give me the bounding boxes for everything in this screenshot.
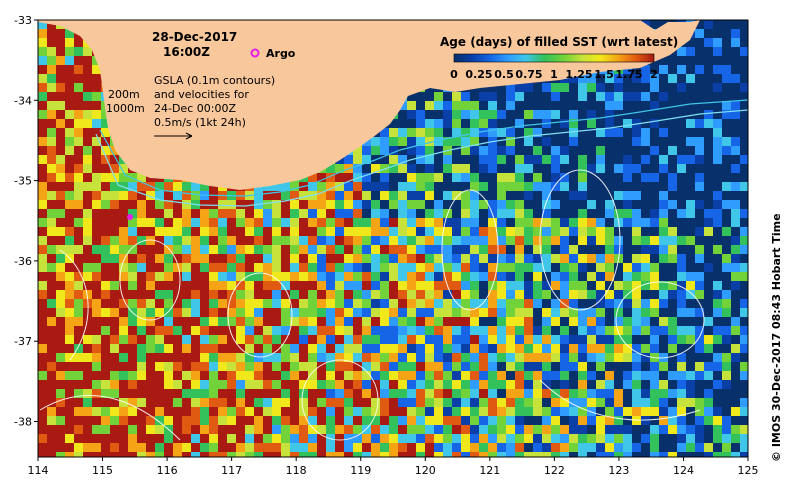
x-tick-label: 114 <box>28 464 49 477</box>
x-tick-label: 119 <box>350 464 371 477</box>
argo-marker-icon <box>250 48 260 58</box>
colorbar-tick-label: 1.25 <box>565 68 592 81</box>
argo-float-icon <box>127 214 133 220</box>
land-area <box>38 20 748 190</box>
plot-frame <box>37 19 749 458</box>
y-tick-label: -38 <box>14 416 32 429</box>
gsla-line-4: 0.5m/s (1kt 24h) <box>154 116 246 129</box>
colorbar-tick-label: 1 <box>550 68 558 81</box>
colorbar-tick-label: 2 <box>650 68 658 81</box>
y-axis: -33 -34 -35 -36 -37 -38 <box>14 14 38 429</box>
x-tick-label: 122 <box>544 464 565 477</box>
gsla-line-1: GSLA (0.1m contours) <box>154 74 275 87</box>
isobath-200m-label: 200m <box>108 88 140 101</box>
colorbar-gradient <box>453 53 655 63</box>
x-tick-label: 124 <box>673 464 694 477</box>
gsla-line-2: and velocities for <box>154 88 249 101</box>
y-tick-label: -37 <box>14 335 32 348</box>
isobath-1000m <box>95 109 748 207</box>
x-tick-label: 116 <box>157 464 178 477</box>
x-tick-label: 115 <box>92 464 113 477</box>
colorbar-title: Age (days) of filled SST (wrt latest) <box>440 35 678 49</box>
y-tick-label: -35 <box>14 175 32 188</box>
colorbar-tick-label: 1.75 <box>615 68 642 81</box>
x-tick-label: 117 <box>221 464 242 477</box>
y-tick-label: -33 <box>14 14 32 27</box>
colorbar-tick-label: 0 <box>450 68 458 81</box>
x-tick-label: 121 <box>479 464 500 477</box>
x-tick-label: 118 <box>286 464 307 477</box>
isobath-200m <box>99 99 748 197</box>
colorbar-tick-label: 0.75 <box>515 68 542 81</box>
argo-label: Argo <box>266 47 296 60</box>
x-tick-label: 125 <box>738 464 759 477</box>
y-tick-label: -34 <box>14 94 32 107</box>
colorbar-tick-label: 0.5 <box>494 68 514 81</box>
velocity-scale-arrow-icon <box>154 132 193 140</box>
colorbar-tick-label: 1.5 <box>594 68 614 81</box>
isobath-1000m-label: 1000m <box>106 102 145 115</box>
time-label: 16:00Z <box>163 45 210 59</box>
copyright-caption: © IMOS 30-Dec-2017 08:43 Hobart Time <box>770 213 783 462</box>
gsla-line-3: 24-Dec 00:00Z <box>154 102 236 115</box>
y-tick-label: -36 <box>14 255 32 268</box>
date-label: 28-Dec-2017 <box>152 30 237 44</box>
colorbar-tick-label: 0.25 <box>465 68 492 81</box>
x-axis: 114 115 116 117 118 119 120 121 122 123 124 125 <box>28 457 759 477</box>
x-tick-label: 120 <box>415 464 436 477</box>
gsla-contours <box>39 169 705 441</box>
x-tick-label: 123 <box>608 464 629 477</box>
